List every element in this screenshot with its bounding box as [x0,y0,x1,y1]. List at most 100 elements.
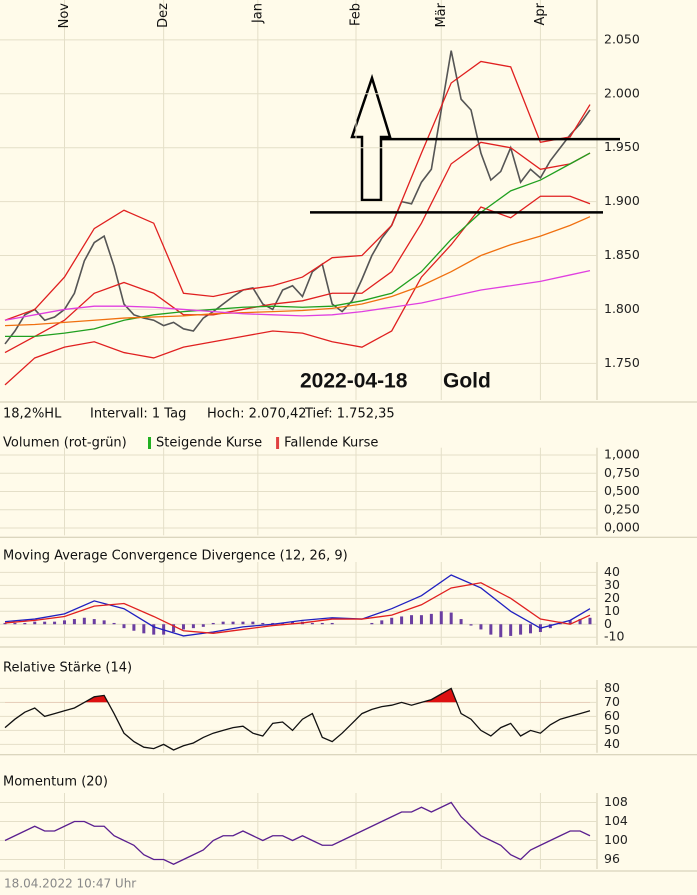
y-tick-label: 0,500 [604,483,640,498]
histogram-bar [241,621,245,625]
panel-title: Moving Average Convergence Divergence (1… [3,549,348,564]
y-tick-label: 1.750 [604,355,640,370]
histogram-bar [231,621,235,625]
histogram-bar [519,624,523,635]
histogram-bar [181,624,185,630]
x-tick-label: Jan [250,3,265,24]
y-tick-label: 1.900 [604,193,640,208]
y-tick-label: 2.000 [604,85,640,100]
histogram-bar [588,617,592,625]
y-tick-label: 108 [604,794,628,809]
histogram-bar [102,620,106,625]
histogram-bar [221,621,225,625]
y-tick-label: 20 [604,590,620,605]
series-line [4,687,591,751]
histogram-bar [499,624,503,638]
histogram-bar [112,622,116,625]
series-line [4,195,591,386]
histogram-bar [509,624,513,636]
histogram-bar [400,616,404,625]
histogram-bar [410,615,414,625]
histogram-bar [72,619,76,625]
series-line [4,216,591,327]
histogram-bar [489,624,493,635]
y-tick-label: 96 [604,851,620,866]
y-tick-label: 10 [604,603,620,618]
series-line [4,582,591,634]
histogram-bar [529,624,533,634]
footer: 18.04.2022 10:47 Uhr [4,877,136,891]
histogram-bar [330,622,334,625]
histogram-bar [172,624,176,633]
y-tick-label: 30 [604,577,620,592]
histogram-bar [43,621,47,625]
histogram-bar [122,624,126,629]
histogram-bar [390,617,394,625]
y-tick-label: 40 [604,564,620,579]
histogram-bar [459,619,463,625]
histogram-bar [132,624,136,631]
histogram-bar [142,624,146,634]
y-tick-label: 0,000 [604,520,640,535]
y-tick-label: 60 [604,708,620,723]
histogram-bar [13,622,17,625]
y-tick-label: 100 [604,832,628,847]
histogram-bar [261,622,265,625]
histogram-bar [191,624,195,629]
histogram-bar [53,621,57,625]
series-line [4,269,591,321]
x-tick-label: Mär [434,2,449,27]
series-line [5,152,591,338]
histogram-bar [201,624,205,627]
x-tick-label: Nov [57,3,72,29]
histogram-bar [439,611,443,625]
y-tick-label: 0,750 [604,465,640,480]
histogram-bar [449,612,453,625]
panel-title: Momentum (20) [3,775,108,790]
series-line [4,141,591,354]
histogram-bar [92,619,96,625]
series-line [4,50,591,345]
histogram-bar [251,621,255,625]
y-tick-label: 1,000 [604,447,640,462]
histogram-bar [291,621,295,625]
y-tick-label: 40 [604,736,620,751]
histogram-bar [310,622,314,625]
annotation-symbol: Gold [443,370,491,393]
histogram-bar [380,620,384,625]
info-text: 18,2%HL [3,407,62,422]
x-tick-label: Feb [349,3,364,26]
y-tick-label: 104 [604,813,628,828]
histogram-bar [419,615,423,625]
series-line [4,574,591,637]
histogram-bar [568,620,572,625]
info-text: Intervall: 1 Tag [90,407,186,422]
histogram-bar [33,621,37,625]
histogram-bar [211,622,215,625]
annotation: 2022-04-18 [300,370,408,393]
histogram-bar [152,624,156,635]
panel-title: Volumen (rot-grün) [3,436,127,451]
legend-swatch [148,437,151,449]
histogram-bar [3,622,7,625]
histogram-bar [82,617,86,625]
histogram-bar [469,624,473,626]
y-tick-label: 2.050 [604,31,640,46]
legend-label: Steigende Kurse [156,436,262,451]
histogram-bar [23,622,27,625]
histogram-bar [370,622,374,625]
series-line [4,801,591,865]
y-tick-label: 80 [604,680,620,695]
arrow-annotation [350,73,392,202]
histogram-bar [479,624,483,630]
y-tick-label: 1.850 [604,247,640,262]
y-tick-label: 0 [604,616,612,631]
series-line [4,60,591,321]
y-tick-label: 0,250 [604,501,640,516]
legend-label: Fallende Kurse [284,436,378,451]
info-text: Hoch: 2.070,42 [207,407,307,422]
legend-swatch [276,437,280,449]
y-tick-label: 50 [604,722,620,737]
histogram-bar [429,613,433,625]
panel-title: Relative Stärke (14) [3,661,132,676]
